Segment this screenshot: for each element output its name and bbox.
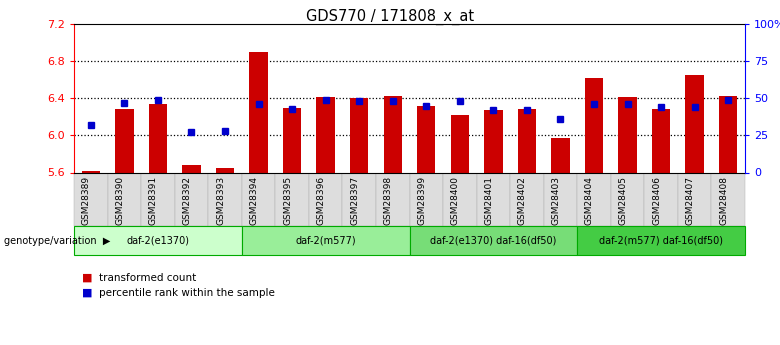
Text: GSM28394: GSM28394 (250, 176, 259, 225)
Bar (250, 52, 268, 172)
Text: GSM28392: GSM28392 (183, 176, 192, 225)
Bar (216, 168, 234, 172)
Text: GSM28401: GSM28401 (484, 176, 493, 225)
Text: GSM28389: GSM28389 (82, 176, 90, 225)
Bar (619, 97, 636, 172)
Text: GSM28405: GSM28405 (619, 176, 627, 225)
Text: genotype/variation  ▶: genotype/variation ▶ (4, 236, 110, 246)
Text: GSM28404: GSM28404 (585, 176, 594, 225)
Text: daf-2(m577) daf-16(df50): daf-2(m577) daf-16(df50) (599, 236, 723, 246)
Text: ■: ■ (82, 288, 92, 298)
Text: GSM28391: GSM28391 (149, 176, 158, 225)
Bar (518, 109, 536, 172)
Bar (484, 110, 502, 172)
Text: daf-2(e1370) daf-16(df50): daf-2(e1370) daf-16(df50) (430, 236, 557, 246)
Text: GSM28406: GSM28406 (652, 176, 661, 225)
Text: GSM28397: GSM28397 (350, 176, 359, 225)
Bar (183, 165, 200, 172)
Text: daf-2(m577): daf-2(m577) (296, 236, 356, 246)
Text: GSM28393: GSM28393 (216, 176, 225, 225)
Text: GSM28408: GSM28408 (719, 176, 729, 225)
Bar (719, 97, 737, 172)
Bar (115, 109, 133, 172)
Bar (686, 75, 704, 172)
Text: GSM28398: GSM28398 (384, 176, 392, 225)
Bar (417, 106, 435, 172)
Text: GSM28402: GSM28402 (518, 176, 527, 225)
Bar (384, 97, 402, 172)
Text: GSM28399: GSM28399 (417, 176, 426, 225)
Text: ■: ■ (82, 273, 92, 283)
Text: daf-2(e1370): daf-2(e1370) (126, 236, 190, 246)
Text: transformed count: transformed count (99, 273, 197, 283)
Bar (149, 104, 167, 172)
Bar (317, 97, 335, 172)
Text: percentile rank within the sample: percentile rank within the sample (99, 288, 275, 298)
Text: GSM28407: GSM28407 (686, 176, 694, 225)
Bar (350, 98, 368, 172)
Text: GSM28396: GSM28396 (317, 176, 326, 225)
Text: GSM28400: GSM28400 (451, 176, 459, 225)
Bar (652, 109, 670, 172)
Bar (283, 108, 301, 172)
Text: GSM28395: GSM28395 (283, 176, 292, 225)
Text: GSM28390: GSM28390 (115, 176, 125, 225)
Text: GDS770 / 171808_x_at: GDS770 / 171808_x_at (306, 9, 474, 25)
Bar (585, 78, 603, 172)
Bar (451, 115, 469, 172)
Bar (551, 138, 569, 172)
Bar (82, 171, 100, 172)
Text: GSM28403: GSM28403 (551, 176, 560, 225)
